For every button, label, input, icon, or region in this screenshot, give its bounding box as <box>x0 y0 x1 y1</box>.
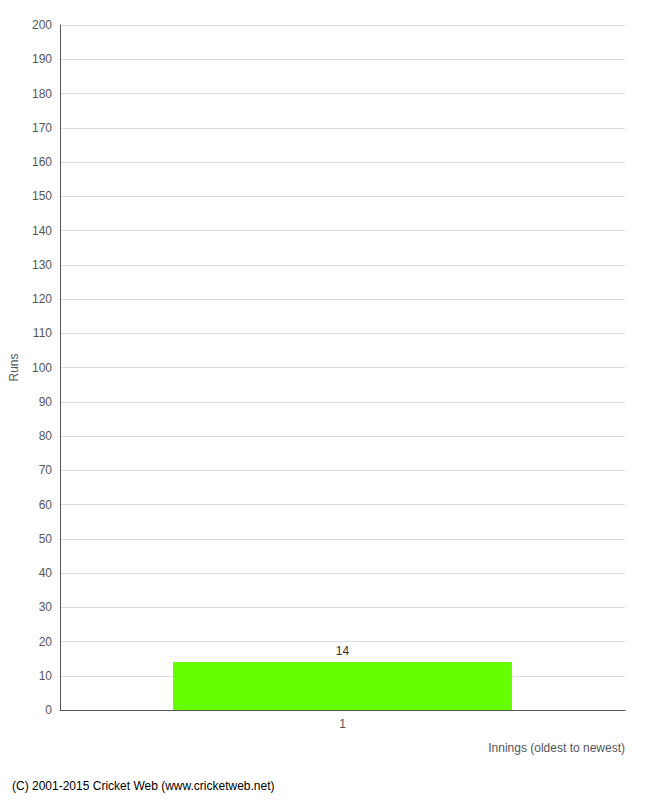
svg-text:100: 100 <box>32 361 52 375</box>
svg-text:(C) 2001-2015 Cricket Web (www: (C) 2001-2015 Cricket Web (www.cricketwe… <box>12 779 275 793</box>
svg-text:70: 70 <box>39 463 53 477</box>
svg-text:10: 10 <box>39 669 53 683</box>
svg-text:150: 150 <box>32 189 52 203</box>
svg-text:14: 14 <box>336 644 350 658</box>
svg-text:140: 140 <box>32 224 52 238</box>
svg-text:20: 20 <box>39 635 53 649</box>
svg-text:80: 80 <box>39 429 53 443</box>
svg-text:0: 0 <box>45 703 52 717</box>
svg-text:200: 200 <box>32 18 52 32</box>
svg-text:50: 50 <box>39 532 53 546</box>
svg-text:Runs: Runs <box>7 353 21 381</box>
svg-text:90: 90 <box>39 395 53 409</box>
svg-text:30: 30 <box>39 600 53 614</box>
svg-text:40: 40 <box>39 566 53 580</box>
svg-text:160: 160 <box>32 155 52 169</box>
svg-text:190: 190 <box>32 52 52 66</box>
svg-text:120: 120 <box>32 292 52 306</box>
svg-text:60: 60 <box>39 498 53 512</box>
svg-text:110: 110 <box>33 326 52 340</box>
svg-text:Innings (oldest to newest): Innings (oldest to newest) <box>488 741 625 755</box>
svg-text:130: 130 <box>32 258 52 272</box>
svg-text:1: 1 <box>339 717 346 731</box>
svg-text:170: 170 <box>32 121 52 135</box>
svg-text:180: 180 <box>32 87 52 101</box>
